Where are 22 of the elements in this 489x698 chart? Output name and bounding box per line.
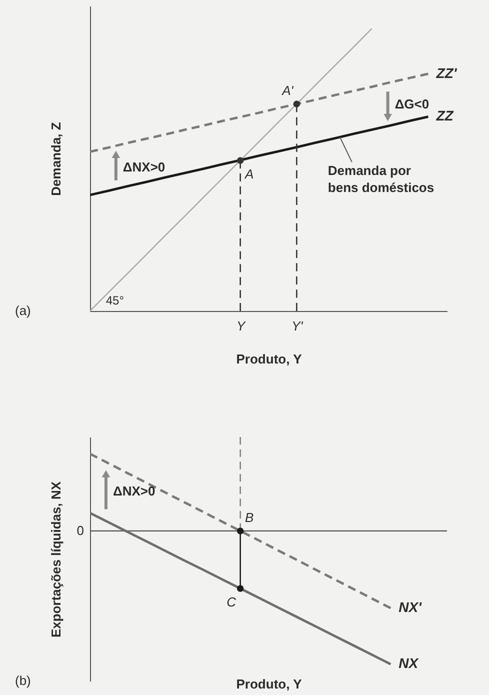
- annotation: ΔNX>0: [112, 483, 156, 498]
- annotation: B: [244, 510, 254, 525]
- series-label: ZZ': [435, 64, 458, 81]
- annotation: Demanda por bens domésticos: [328, 163, 434, 196]
- series-label: ZZ: [435, 108, 454, 124]
- y-axis-title: Exportações líquidas, NX: [48, 481, 64, 638]
- text: (a): [15, 303, 31, 318]
- annotation: A': [281, 82, 294, 98]
- x-axis-title: Produto, Y: [236, 676, 302, 692]
- x-axis-title: Produto, Y: [236, 352, 302, 366]
- text: (b): [15, 673, 31, 688]
- annotation: ΔNX>0: [122, 159, 166, 174]
- series-label: NX': [398, 599, 422, 616]
- annotation: A: [244, 166, 254, 182]
- annotation: 45°: [106, 294, 124, 308]
- series-label: NX: [398, 655, 420, 672]
- x-tick-label: Y': [292, 318, 304, 334]
- ref-line-label: 0: [76, 522, 84, 538]
- annotation: ΔG<0: [394, 96, 430, 112]
- y-axis-title: Demanda, Z: [48, 122, 64, 196]
- x-tick-label: Y: [236, 318, 246, 334]
- annotation: C: [226, 594, 237, 610]
